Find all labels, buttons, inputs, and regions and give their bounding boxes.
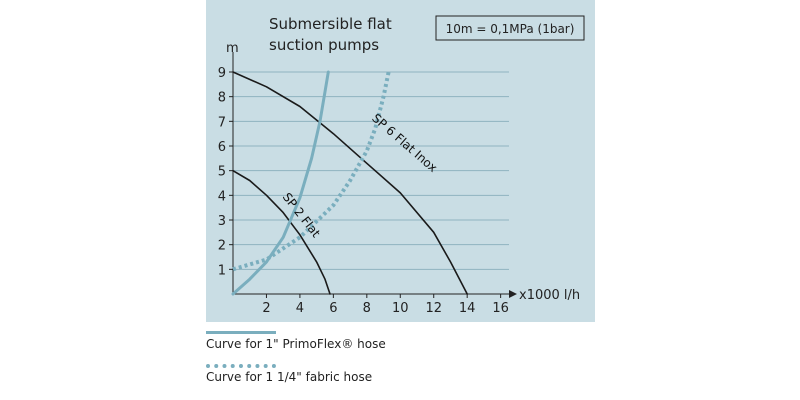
chart-panel: 1 2 3 4 5 6 7 8 9 2 4 6 8 10 12 14 16 m SP 6 Flat Inox SP … — [206, 0, 595, 322]
series — [231, 70, 468, 296]
y-tick-label-3: 3 — [218, 214, 226, 229]
x-tick-label-14: 14 — [459, 301, 476, 316]
unit-box-text: 10m = 0,1MPa (1bar) — [446, 22, 575, 36]
chart-title-line-0: Submersible flat — [269, 15, 392, 33]
chart-title-line-1: suction pumps — [269, 36, 379, 54]
x-axis-arrow — [509, 290, 517, 298]
pump-curve-0 — [232, 71, 468, 295]
x-tick-label-4: 4 — [296, 301, 304, 316]
y-tick-label-1: 1 — [218, 263, 226, 278]
unit-box — [435, 15, 585, 41]
pump-curve-1 — [232, 169, 331, 295]
y-tick-label-4: 4 — [218, 189, 226, 204]
x-tick-label-2: 2 — [262, 301, 270, 316]
legend-label-primoflex: Curve for 1" PrimoFlex® hose — [206, 337, 386, 351]
x-tick-label-16: 16 — [492, 301, 509, 316]
legend-swatch-fabric — [206, 364, 276, 368]
x-tick-label-10: 10 — [392, 301, 409, 316]
hose-curve-fabric — [232, 71, 391, 272]
x-tick-label-12: 12 — [425, 301, 442, 316]
grid — [233, 71, 509, 270]
legend-swatch-primoflex — [206, 331, 276, 334]
y-tick-label-7: 7 — [218, 115, 226, 130]
y-tick-label-2: 2 — [218, 239, 226, 254]
y-axis-label: m — [226, 41, 239, 56]
y-tick-label-6: 6 — [218, 140, 226, 155]
y-tick-label-5: 5 — [218, 165, 226, 180]
hose-curve-primoflex — [231, 70, 330, 296]
x-tick-label-8: 8 — [363, 301, 371, 316]
x-tick-label-6: 6 — [329, 301, 337, 316]
y-tick-label-8: 8 — [218, 91, 226, 106]
legend-label-fabric: Curve for 1 1/4" fabric hose — [206, 370, 373, 384]
curve-label-0: SP 6 Flat Inox — [369, 111, 440, 175]
y-tick-label-9: 9 — [218, 66, 226, 81]
